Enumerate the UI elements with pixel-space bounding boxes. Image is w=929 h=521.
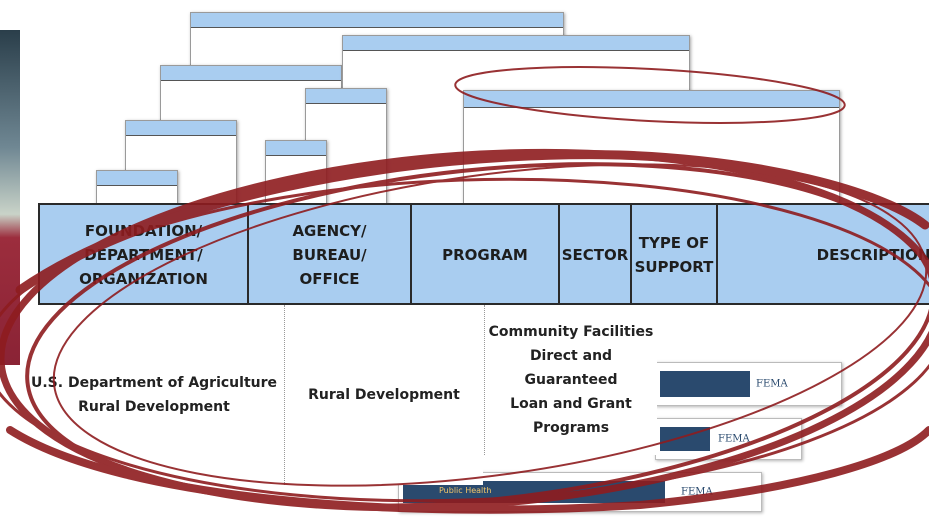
cell-text: U.S. Department of Agriculture [30, 375, 278, 391]
header-cell: AGENCY/BUREAU/OFFICE [247, 205, 410, 305]
header-cell: PROGRAM [410, 205, 558, 305]
cell-text: Rural Development [308, 387, 460, 403]
header-text: OFFICE [299, 270, 360, 288]
cell-text: Community Facilities [488, 324, 654, 340]
sheet [265, 140, 327, 212]
header-text: SUPPORT [634, 258, 714, 276]
cell-text: Direct and Guaranteed [524, 348, 618, 388]
cell-text: Loan and Grant [510, 396, 632, 412]
header-rule [38, 203, 929, 205]
header-text: AGENCY/ [292, 222, 367, 240]
header-text: TYPE OF [638, 234, 710, 252]
header-text: SECTOR [561, 246, 629, 264]
header-cell: SECTOR [558, 205, 630, 305]
cell-text: Rural Development [78, 399, 230, 415]
header-text: BUREAU/ [292, 246, 367, 264]
logo: FEMA [718, 433, 750, 445]
banner: FEMA [655, 418, 802, 460]
header-text: DESCRIPTION [816, 246, 929, 264]
sheet [463, 90, 840, 212]
side-photo [0, 30, 20, 365]
header-text: ORGANIZATION [79, 270, 208, 288]
header-cell: FOUNDATION/DEPARTMENT/ORGANIZATION [38, 205, 247, 305]
cell-text: Programs [532, 420, 610, 436]
logo: FEMA [756, 378, 788, 390]
logo: FEMA [681, 486, 713, 498]
header-text: FOUNDATION/ [84, 222, 203, 240]
header-cell: TYPE OF SUPPORT [630, 205, 716, 305]
cell: U.S. Department of Agriculture Rural Deve… [30, 305, 278, 485]
banner-tag: Public Health [439, 486, 492, 495]
cell: Rural Development [284, 305, 483, 485]
header-text: PROGRAM [442, 246, 528, 264]
header-text: DEPARTMENT/ [84, 246, 203, 264]
header-cell: DESCRIPTION [716, 205, 929, 305]
cell: Community Facilities Direct and Guarantee… [484, 305, 657, 455]
banner: FEMA [655, 362, 842, 406]
